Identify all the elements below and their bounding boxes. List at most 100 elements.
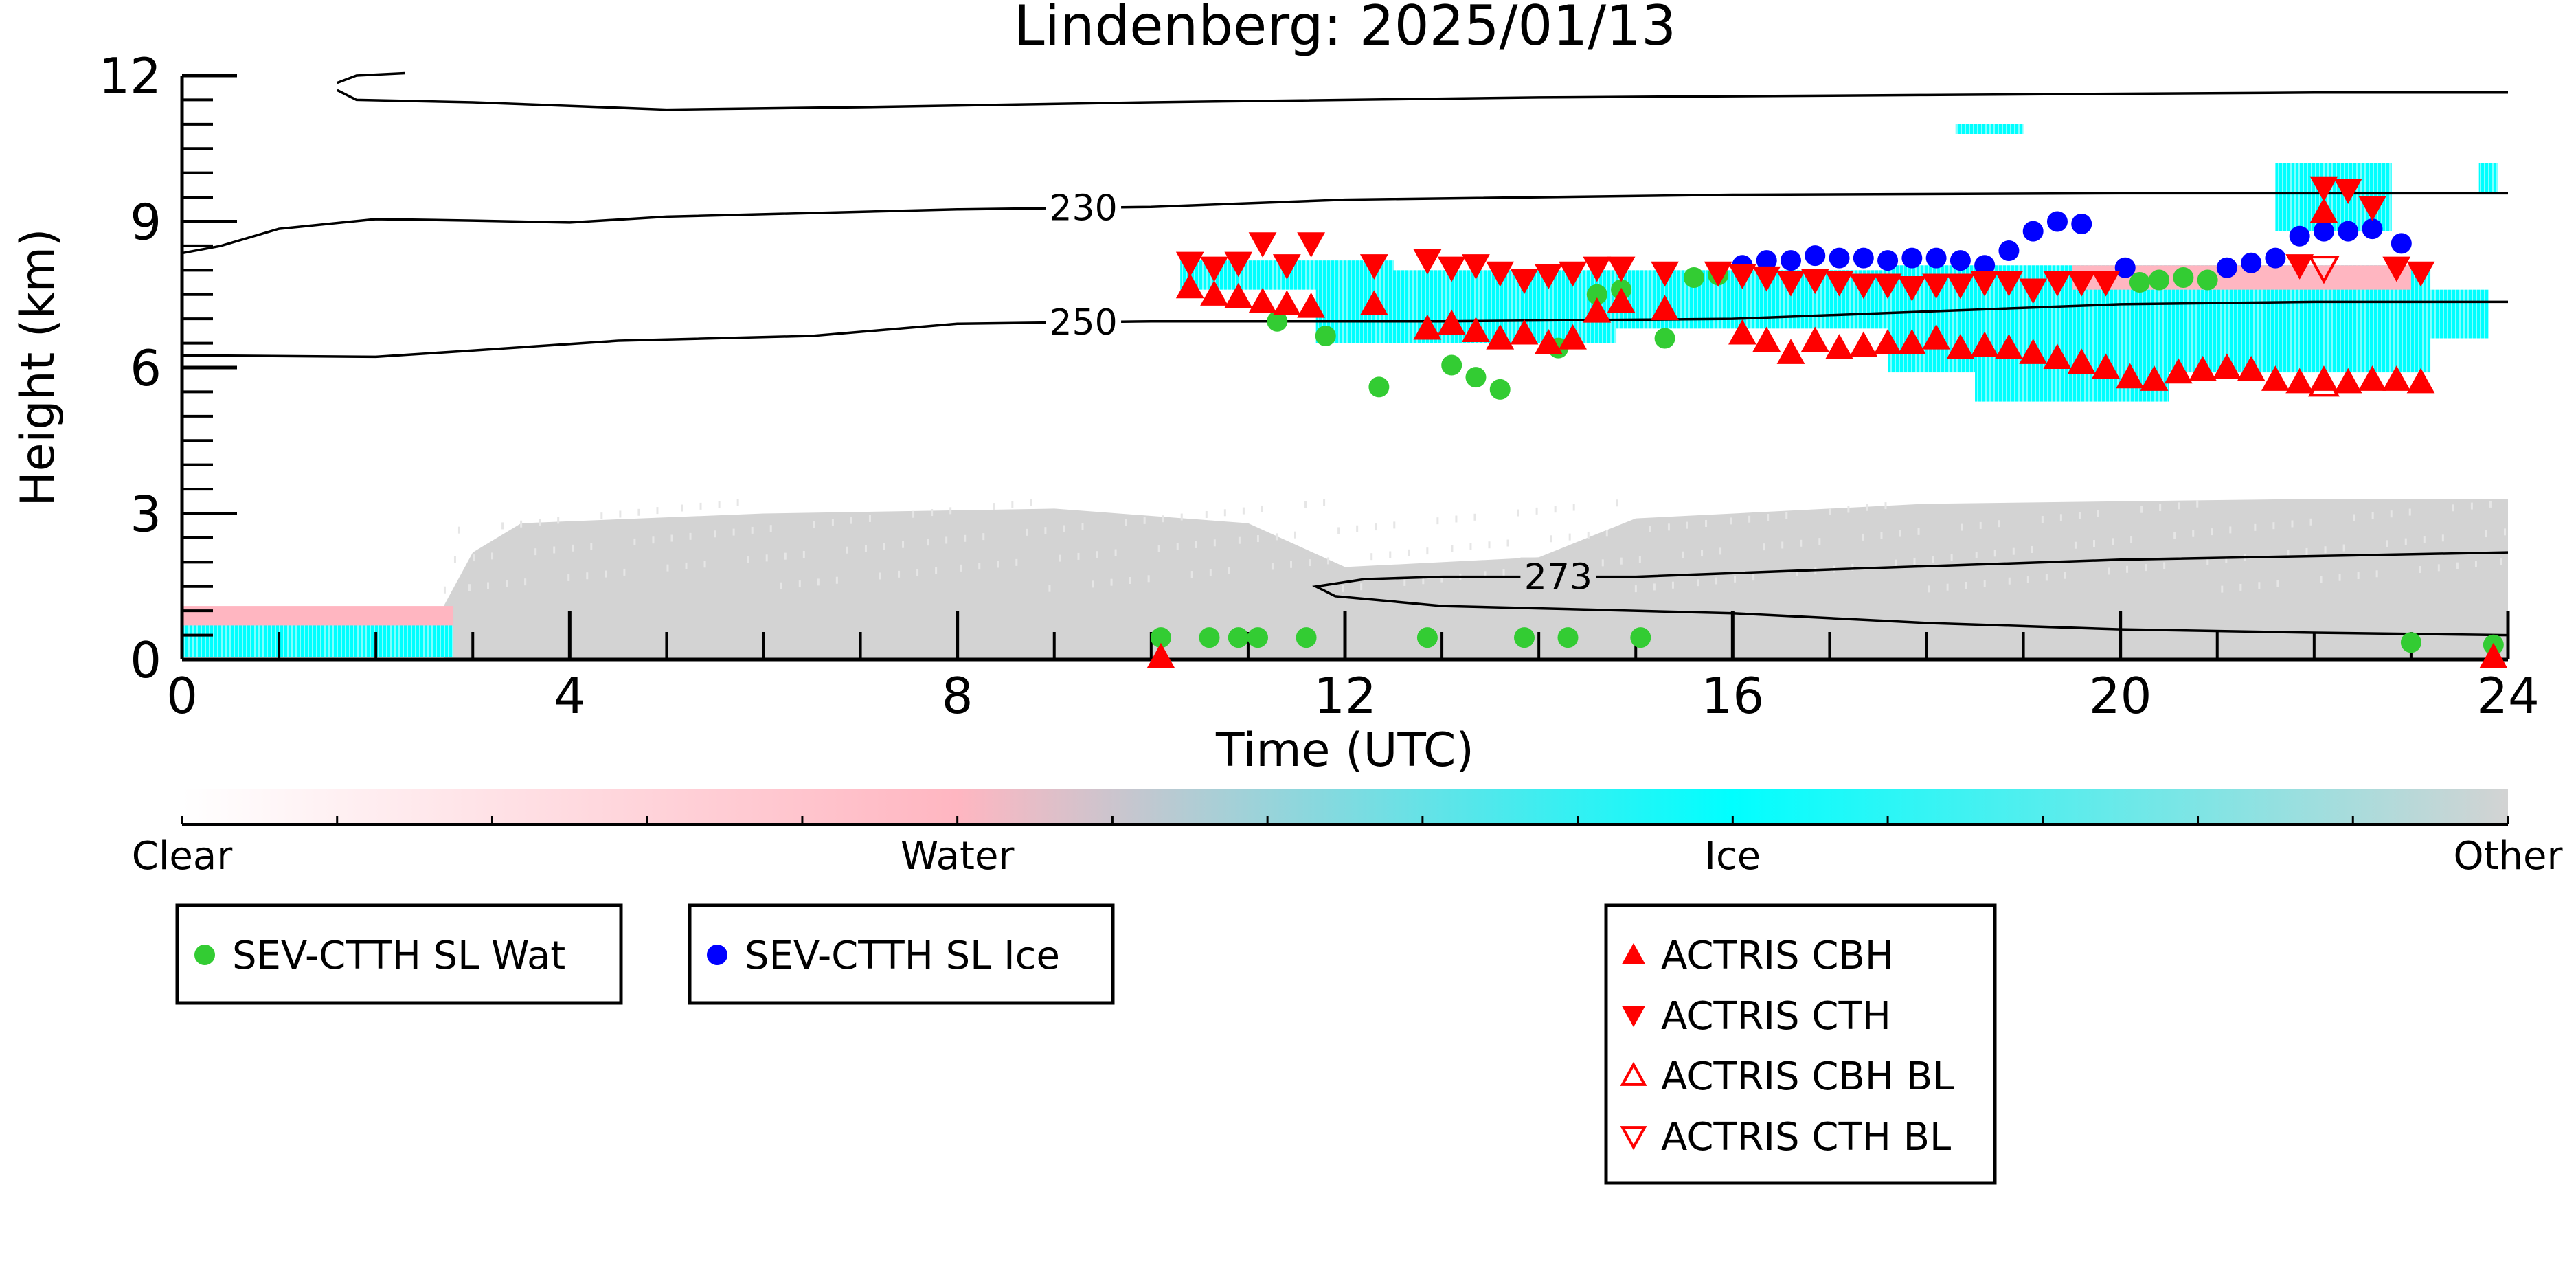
mask-region-other bbox=[443, 499, 2508, 659]
mask-speckle bbox=[1360, 583, 1363, 591]
data-point bbox=[1359, 254, 1388, 280]
colorbar: Clear Water Ice Other bbox=[132, 789, 2563, 879]
mask-speckle bbox=[1125, 519, 1127, 526]
mask-speckle bbox=[1323, 499, 1326, 507]
data-point bbox=[1534, 329, 1563, 354]
mask-speckle bbox=[520, 520, 523, 528]
mask-speckle bbox=[1961, 523, 1963, 531]
mask-speckle bbox=[1862, 533, 1864, 541]
mask-speckle bbox=[1389, 551, 1392, 558]
mask-speckle bbox=[1895, 559, 1897, 567]
mask-speckle bbox=[945, 536, 948, 544]
mask-speckle bbox=[2371, 512, 2374, 519]
data-point bbox=[2391, 233, 2412, 254]
series-actris-cbh bbox=[1146, 197, 2508, 668]
data-point bbox=[2285, 368, 2314, 394]
mask-speckle bbox=[1370, 553, 1373, 561]
mask-speckle bbox=[879, 572, 881, 580]
data-point bbox=[1486, 261, 1515, 287]
mask-speckle bbox=[572, 544, 574, 552]
mask-speckle bbox=[1256, 535, 1259, 543]
mask-speckle bbox=[1110, 578, 1113, 586]
mask-speckle bbox=[656, 507, 659, 515]
mask-speckle bbox=[1517, 509, 1519, 517]
legend-label: ACTRIS CBH bbox=[1661, 934, 1894, 978]
data-point bbox=[2358, 196, 2386, 221]
mask-speckle bbox=[2254, 523, 2257, 531]
mask-speckle bbox=[2206, 558, 2209, 565]
mask-speckle bbox=[557, 517, 560, 524]
mask-speckle bbox=[2342, 544, 2345, 552]
data-point bbox=[2241, 252, 2262, 273]
mask-region-ice bbox=[2430, 289, 2489, 339]
mask-speckle bbox=[1059, 554, 1061, 562]
mask-speckle bbox=[2375, 570, 2378, 578]
data-point bbox=[1359, 290, 1388, 316]
mask-speckle bbox=[1649, 526, 1651, 533]
mask-speckle bbox=[2008, 577, 2011, 585]
mask-speckle bbox=[2140, 506, 2143, 513]
data-point bbox=[2067, 348, 2096, 374]
mask-speckle bbox=[1440, 575, 1443, 583]
mask-speckle bbox=[1011, 501, 1014, 508]
mask-speckle bbox=[1290, 561, 1293, 568]
data-point bbox=[1486, 324, 1515, 350]
mask-speckle bbox=[2404, 538, 2407, 545]
mask-speckle bbox=[2045, 574, 2048, 581]
data-markers bbox=[1146, 176, 2508, 668]
mask-speckle bbox=[605, 570, 607, 578]
data-point bbox=[1800, 326, 1829, 352]
mask-speckle bbox=[902, 541, 905, 548]
contour-label: 230 bbox=[1049, 188, 1117, 229]
mask-speckle bbox=[2108, 567, 2110, 575]
mask-speckle bbox=[1601, 559, 1604, 567]
contour-label-bg bbox=[1046, 188, 1122, 227]
mask-speckle bbox=[1572, 504, 1575, 511]
mask-speckle bbox=[1205, 510, 1208, 518]
mask-speckle bbox=[964, 534, 967, 542]
data-point bbox=[2114, 257, 2136, 278]
mask-speckle bbox=[817, 578, 820, 586]
data-point bbox=[1946, 334, 1975, 359]
mask-speckle bbox=[1752, 574, 1755, 581]
x-tick-label: 8 bbox=[942, 667, 973, 725]
mask-speckle bbox=[1114, 549, 1117, 556]
legend-marker bbox=[1622, 1006, 1645, 1028]
data-point bbox=[2479, 642, 2508, 668]
mask-speckle bbox=[2192, 530, 2195, 537]
mask-speckle bbox=[2419, 566, 2421, 574]
mask-speckle bbox=[2324, 546, 2327, 554]
data-point bbox=[1853, 247, 1874, 269]
mask-speckle bbox=[1932, 556, 1934, 563]
mask-speckle bbox=[1180, 513, 1183, 521]
data-point bbox=[1583, 297, 1612, 323]
data-point bbox=[1897, 329, 1926, 354]
data-point bbox=[2046, 211, 2068, 232]
legends: SEV-CTTH SL Wat SEV-CTTH SL Ice ACTRIS CBH… bbox=[175, 903, 1997, 1185]
mask-speckle bbox=[1550, 535, 1552, 543]
data-point bbox=[2129, 272, 2150, 293]
mask-speckle bbox=[2474, 561, 2477, 568]
mask-speckle bbox=[534, 548, 537, 556]
data-point bbox=[1200, 280, 1228, 306]
mask-speckle bbox=[1701, 550, 1704, 557]
mask-speckle bbox=[1587, 531, 1590, 539]
mask-speckle bbox=[1506, 539, 1509, 547]
mask-speckle bbox=[802, 550, 805, 558]
mask-speckle bbox=[1686, 521, 1688, 529]
mask-speckle bbox=[1829, 508, 1831, 515]
data-point bbox=[1559, 324, 1587, 350]
mask-speckle bbox=[1422, 577, 1425, 585]
data-point bbox=[2140, 365, 2169, 391]
data-point bbox=[2382, 256, 2411, 282]
mask-speckle bbox=[2064, 572, 2066, 579]
mask-speckle bbox=[501, 522, 504, 530]
mask-speckle bbox=[2499, 558, 2502, 565]
mask-speckle bbox=[2078, 512, 2081, 519]
data-point bbox=[1756, 250, 1777, 271]
mask-speckle bbox=[2092, 540, 2095, 547]
mask-speckle bbox=[1096, 551, 1098, 558]
data-point bbox=[2334, 368, 2362, 394]
mask-speckle bbox=[703, 561, 706, 568]
mask-speckle bbox=[468, 584, 471, 591]
